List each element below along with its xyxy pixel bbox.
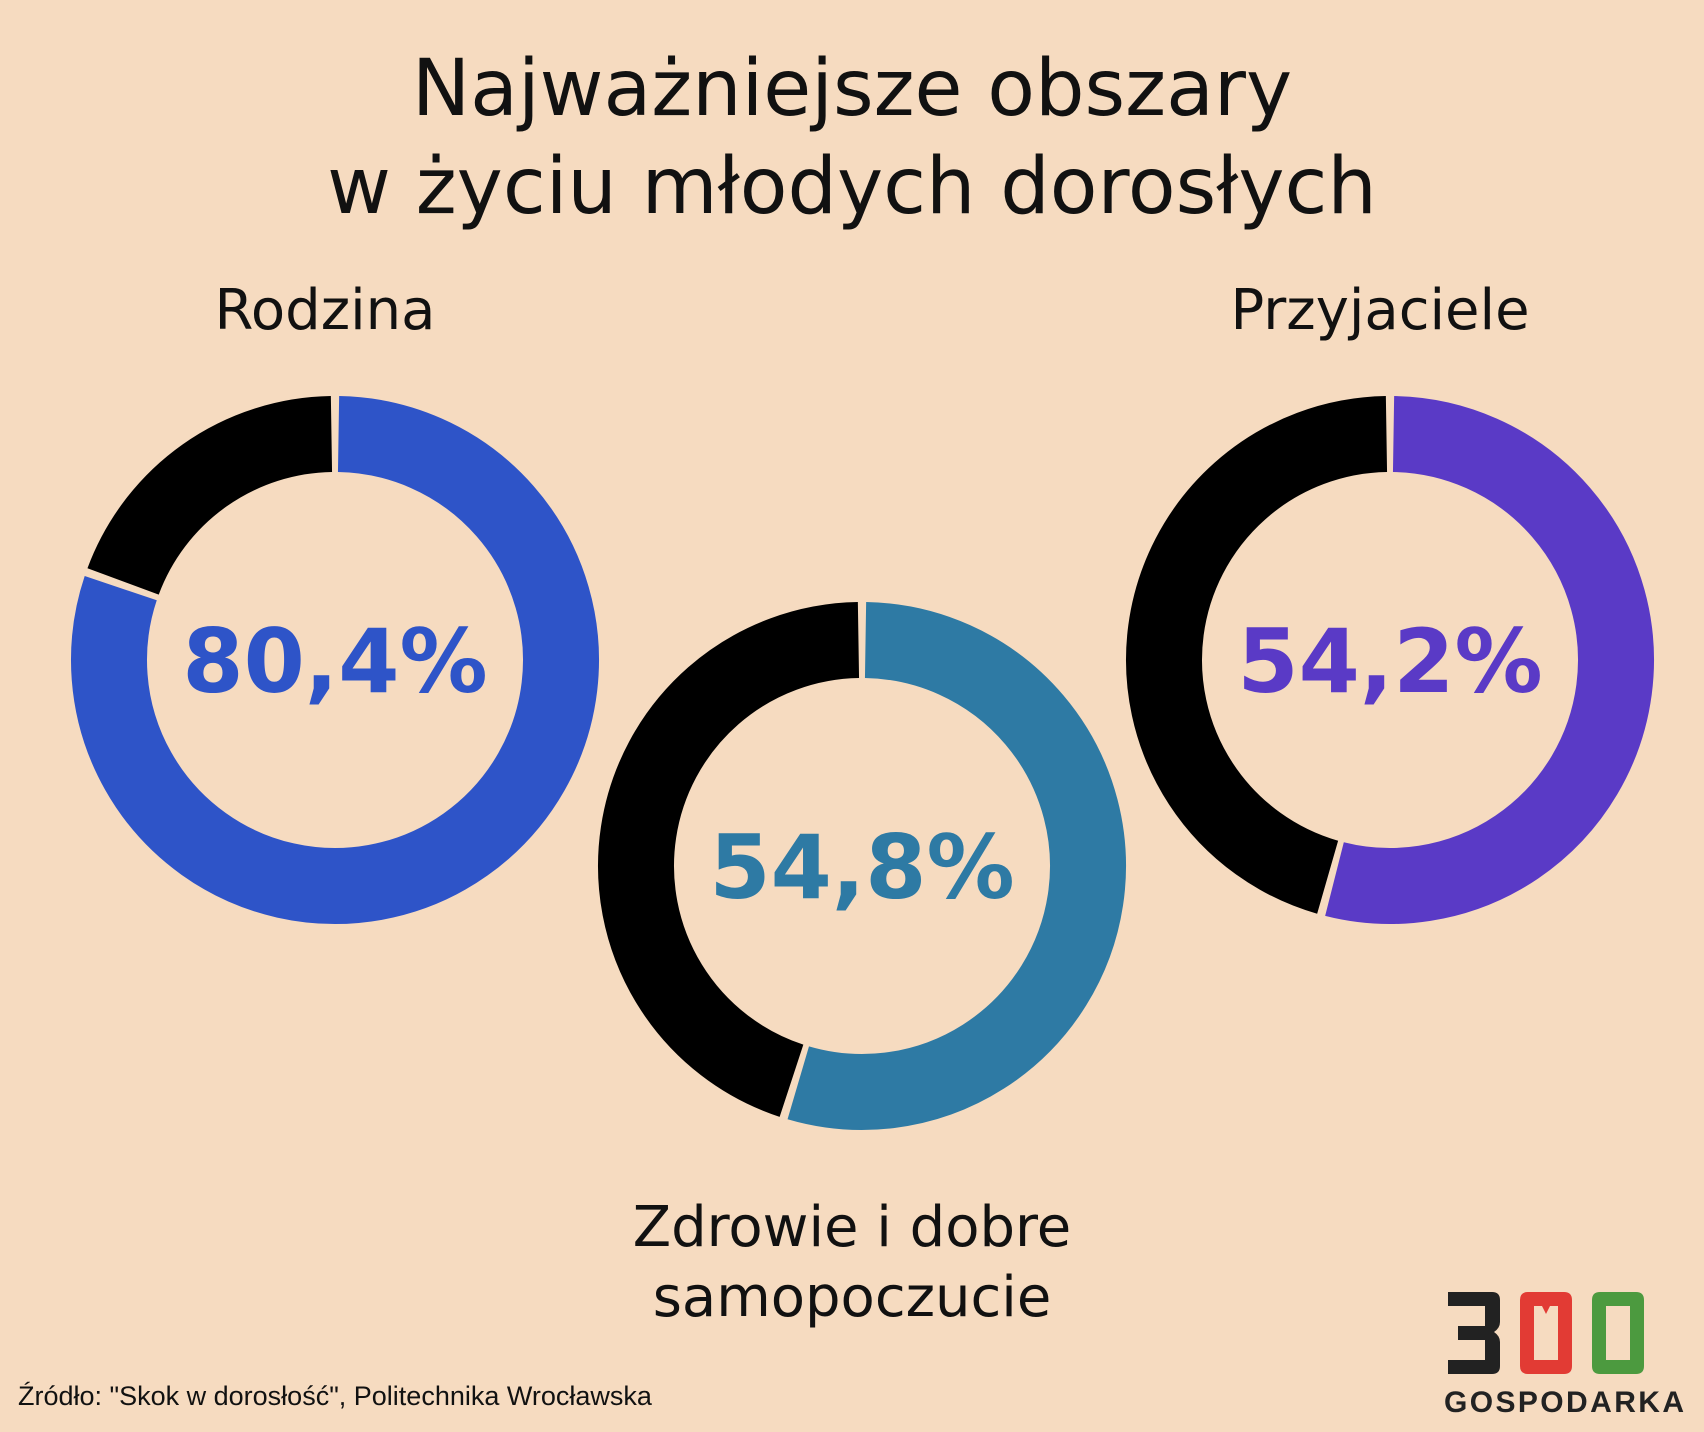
logo-300-gospodarka: GOSPODARKA	[1444, 1292, 1684, 1419]
donut-segment-zdrowie-remainder	[598, 602, 860, 1117]
category-label-zdrowie-line-2: samopoczucie	[652, 1265, 1052, 1330]
logo-digit-0-green	[1592, 1292, 1644, 1374]
donut-segment-zdrowie-value	[787, 602, 1126, 1130]
chart-title: Najważniejsze obszary w życiu młodych do…	[0, 40, 1704, 236]
logo-text: GOSPODARKA	[1444, 1386, 1684, 1419]
donut-zdrowie: 54,8%	[598, 602, 1126, 1130]
donut-segment-rodzina-remainder	[87, 396, 333, 596]
title-line-2: w życiu młodych dorosłych	[327, 142, 1377, 232]
donut-segment-przyjaciele-value	[1325, 396, 1654, 924]
category-label-rodzina: Rodzina	[214, 278, 436, 343]
logo-digit-3	[1448, 1292, 1500, 1374]
donut-segment-przyjaciele-remainder	[1126, 396, 1388, 914]
donut-segment-rodzina-value	[71, 396, 599, 924]
donut-value-label-rodzina: 80,4%	[182, 610, 487, 713]
source-note: Źródło: "Skok w dorosłość", Politechnika…	[18, 1381, 652, 1411]
donut-rodzina: 80,4%	[71, 396, 599, 924]
title-line-1: Najważniejsze obszary	[411, 44, 1293, 134]
donut-przyjaciele: 54,2%	[1126, 396, 1654, 924]
logo-digit-0-red	[1520, 1292, 1572, 1374]
category-label-zdrowie: Zdrowie i dobre samopoczucie	[552, 1193, 1152, 1333]
donut-value-label-zdrowie: 54,8%	[709, 816, 1014, 919]
category-label-zdrowie-line-1: Zdrowie i dobre	[632, 1195, 1072, 1260]
category-label-przyjaciele: Przyjaciele	[1230, 278, 1530, 343]
donut-value-label-przyjaciele: 54,2%	[1237, 610, 1542, 713]
